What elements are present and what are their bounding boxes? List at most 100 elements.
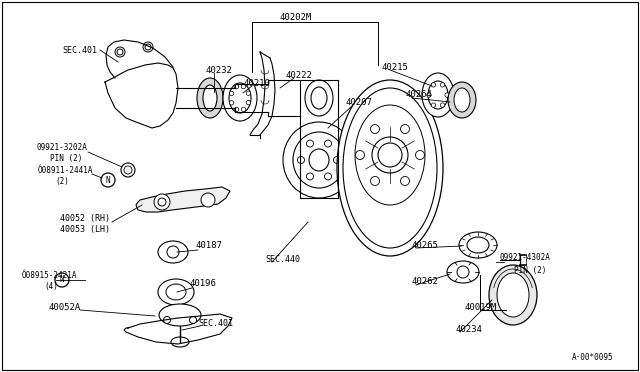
Text: 40187: 40187 [196, 241, 223, 250]
Ellipse shape [497, 273, 529, 317]
Text: N: N [106, 176, 110, 185]
Circle shape [201, 193, 215, 207]
Circle shape [440, 103, 445, 108]
Text: Ô08915-2421A: Ô08915-2421A [22, 270, 77, 279]
Text: 40265: 40265 [412, 241, 439, 250]
Text: 40234: 40234 [456, 326, 483, 334]
Circle shape [117, 49, 123, 55]
Text: SEC.401: SEC.401 [198, 318, 233, 327]
Circle shape [324, 173, 332, 180]
Circle shape [401, 176, 410, 186]
Circle shape [324, 140, 332, 147]
Circle shape [124, 166, 132, 174]
Text: 40210: 40210 [244, 78, 271, 87]
Circle shape [241, 84, 246, 89]
Circle shape [371, 176, 380, 186]
Circle shape [189, 317, 196, 324]
Text: 40264: 40264 [406, 90, 433, 99]
Text: 40052 (RH): 40052 (RH) [60, 214, 110, 222]
Ellipse shape [158, 241, 188, 263]
Circle shape [121, 163, 135, 177]
Ellipse shape [459, 232, 497, 258]
Text: 40215: 40215 [382, 62, 409, 71]
Circle shape [372, 137, 408, 173]
Text: (4): (4) [44, 282, 58, 291]
Circle shape [234, 84, 239, 89]
Text: 40052A: 40052A [48, 304, 80, 312]
Ellipse shape [422, 73, 454, 117]
Ellipse shape [309, 149, 329, 171]
Circle shape [246, 91, 251, 95]
Ellipse shape [159, 304, 201, 326]
Circle shape [457, 266, 469, 278]
Ellipse shape [311, 87, 327, 109]
Ellipse shape [355, 105, 425, 205]
Polygon shape [136, 187, 230, 212]
Text: 40202M: 40202M [280, 13, 312, 22]
Text: 40019M: 40019M [465, 304, 497, 312]
Circle shape [427, 93, 431, 97]
Text: (2): (2) [55, 176, 69, 186]
Ellipse shape [171, 337, 189, 347]
Circle shape [371, 125, 380, 134]
Ellipse shape [158, 279, 194, 305]
Circle shape [378, 143, 402, 167]
Ellipse shape [448, 82, 476, 118]
Circle shape [431, 103, 436, 108]
Text: 40207: 40207 [346, 97, 373, 106]
Text: A·00*0095: A·00*0095 [572, 353, 614, 362]
Ellipse shape [223, 75, 257, 121]
Text: 09921-3202A: 09921-3202A [36, 142, 87, 151]
Circle shape [445, 93, 449, 97]
Circle shape [115, 47, 125, 57]
Ellipse shape [305, 80, 333, 116]
Circle shape [55, 273, 69, 287]
Ellipse shape [229, 83, 251, 113]
Text: 40222: 40222 [286, 71, 313, 80]
Ellipse shape [283, 122, 355, 198]
Text: 40262: 40262 [412, 278, 439, 286]
Circle shape [298, 157, 305, 164]
Text: 09921-4302A: 09921-4302A [500, 253, 551, 263]
Circle shape [143, 42, 153, 52]
Text: PIN (2): PIN (2) [50, 154, 83, 163]
Ellipse shape [467, 237, 489, 253]
Circle shape [246, 100, 251, 105]
Circle shape [307, 173, 314, 180]
Circle shape [333, 157, 340, 164]
Ellipse shape [454, 88, 470, 112]
Ellipse shape [343, 88, 437, 248]
Circle shape [431, 83, 436, 87]
Circle shape [440, 83, 445, 87]
Circle shape [154, 194, 170, 210]
Ellipse shape [203, 85, 217, 111]
Circle shape [229, 100, 234, 105]
Ellipse shape [428, 81, 448, 109]
Ellipse shape [293, 132, 345, 188]
Text: Ô08911-2441A: Ô08911-2441A [38, 166, 93, 174]
Circle shape [241, 107, 246, 112]
Circle shape [101, 173, 115, 187]
Text: 40196: 40196 [190, 279, 217, 289]
Ellipse shape [337, 80, 443, 256]
Circle shape [307, 140, 314, 147]
Ellipse shape [166, 284, 186, 300]
Circle shape [145, 44, 151, 50]
Text: SEC.401: SEC.401 [62, 45, 97, 55]
Ellipse shape [197, 78, 223, 118]
Circle shape [229, 91, 234, 96]
Circle shape [401, 125, 410, 134]
Text: PIN (2): PIN (2) [514, 266, 547, 275]
Ellipse shape [447, 261, 479, 283]
Ellipse shape [489, 265, 537, 325]
Text: 40232: 40232 [206, 65, 233, 74]
Circle shape [167, 246, 179, 258]
Text: 40053 (LH): 40053 (LH) [60, 224, 110, 234]
Circle shape [234, 107, 239, 112]
Circle shape [355, 151, 365, 160]
Text: SEC.440: SEC.440 [265, 256, 300, 264]
Text: N: N [60, 276, 64, 285]
Circle shape [415, 151, 424, 160]
Circle shape [158, 198, 166, 206]
Circle shape [163, 317, 170, 324]
